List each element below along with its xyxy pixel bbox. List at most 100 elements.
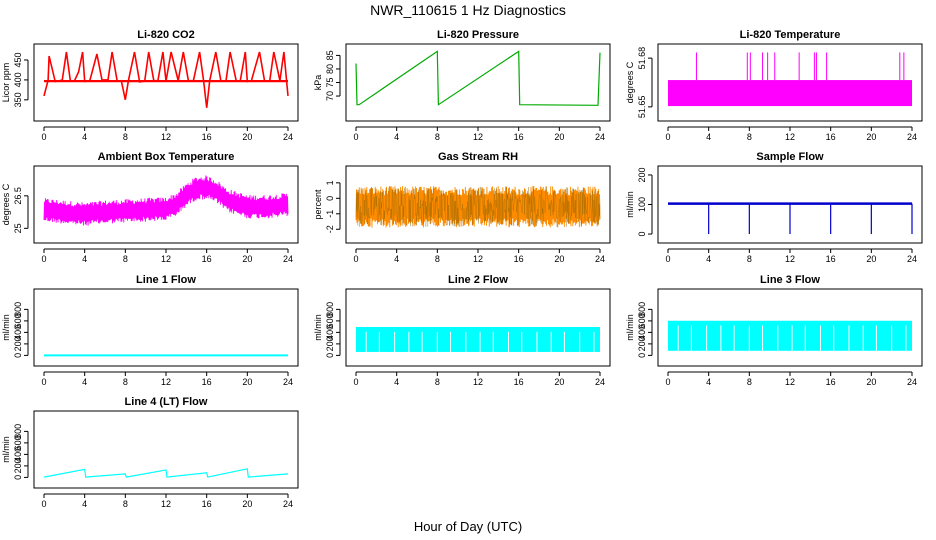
series-line	[43, 468, 289, 478]
panel-ylabel: ml/min	[625, 191, 635, 218]
y-tick-label: 400	[13, 72, 23, 87]
panel-title: Li-820 CO2	[137, 29, 194, 41]
panel-2: Li-820 Temperature degrees C 0 4 8 12 16 20 24 51…	[625, 29, 923, 142]
x-tick-label: 0	[353, 132, 358, 142]
y-tick-label: 400	[13, 447, 23, 462]
panel-8: Line 3 Flow ml/min 0 4 8 12 16 20 24 0 20040060080…	[625, 274, 923, 387]
x-tick-label: 0	[665, 254, 670, 264]
x-tick-label: 0	[41, 377, 46, 387]
y-tick-label: 400	[13, 325, 23, 340]
panel-5: Sample Flow ml/min 0 4 8 12 16 20 24 0 100 200	[625, 151, 923, 264]
series-line	[355, 50, 601, 106]
y-tick-label: 600	[13, 435, 23, 450]
series-band	[668, 321, 912, 351]
y-tick-label: 85	[325, 50, 335, 60]
plot-frame	[33, 43, 299, 122]
x-tick-label: 8	[435, 377, 440, 387]
y-tick-label: 200	[13, 458, 23, 473]
x-tick-label: 12	[161, 499, 171, 509]
x-tick-label: 8	[747, 132, 752, 142]
y-tick-label: 26.5	[13, 187, 23, 205]
panel-ylabel: ml/min	[625, 314, 635, 341]
panel-ylabel: degrees C	[625, 61, 635, 103]
y-tick-label: 350	[13, 92, 23, 107]
plot-frame	[657, 288, 923, 367]
plot-frame	[33, 165, 299, 244]
x-tick-label: 24	[283, 254, 293, 264]
y-tick-label: 25	[13, 223, 23, 233]
y-tick-label: 1	[325, 180, 335, 185]
y-tick-label: 450	[13, 52, 23, 67]
y-tick-label: 0	[637, 353, 647, 358]
x-tick-label: 12	[473, 132, 483, 142]
panel-title: Line 3 Flow	[760, 274, 820, 286]
panel-0: Li-820 CO2 Licor ppm 0 4 8 12 16 20 24 350 400 450	[1, 29, 299, 142]
x-tick-label: 16	[826, 132, 836, 142]
x-tick-label: 24	[595, 254, 605, 264]
x-tick-label: 12	[161, 254, 171, 264]
y-tick-label: 800	[325, 302, 335, 317]
y-tick-label: 0	[13, 353, 23, 358]
x-tick-label: 0	[353, 377, 358, 387]
x-tick-label: 24	[907, 377, 917, 387]
series-band	[356, 327, 600, 352]
x-tick-label: 0	[41, 132, 46, 142]
x-tick-label: 16	[826, 377, 836, 387]
x-tick-label: 20	[866, 132, 876, 142]
x-tick-label: 8	[123, 377, 128, 387]
series-line-overlay	[355, 186, 601, 228]
x-tick-label: 20	[554, 254, 564, 264]
x-tick-label: 0	[41, 254, 46, 264]
x-tick-label: 0	[665, 377, 670, 387]
y-tick-label: 51.68	[637, 47, 647, 70]
x-tick-label: 20	[866, 377, 876, 387]
panel-6: Line 1 Flow ml/min 0 4 8 12 16 20 24 0 20040060080…	[1, 274, 299, 387]
y-tick-label: 600	[325, 313, 335, 328]
x-tick-label: 20	[242, 254, 252, 264]
x-tick-label: 24	[907, 254, 917, 264]
y-tick-label: 600	[637, 313, 647, 328]
x-tick-label: 12	[473, 377, 483, 387]
plot-frame	[33, 288, 299, 367]
x-tick-label: 24	[283, 499, 293, 509]
y-tick-label: 800	[13, 424, 23, 439]
x-tick-label: 8	[747, 377, 752, 387]
plot-frame	[657, 43, 923, 122]
x-tick-label: 16	[826, 254, 836, 264]
x-tick-label: 4	[82, 132, 87, 142]
plot-frame	[345, 165, 611, 244]
x-tick-label: 0	[665, 132, 670, 142]
x-tick-label: 4	[706, 254, 711, 264]
x-tick-label: 16	[514, 254, 524, 264]
panel-title: Gas Stream RH	[438, 151, 518, 163]
y-tick-label: 400	[637, 325, 647, 340]
x-tick-label: 20	[242, 132, 252, 142]
x-tick-label: 8	[435, 132, 440, 142]
x-tick-label: 0	[41, 499, 46, 509]
y-tick-label: 80	[325, 64, 335, 74]
x-tick-label: 20	[866, 254, 876, 264]
x-tick-label: 16	[202, 499, 212, 509]
x-tick-label: 8	[747, 254, 752, 264]
panel-title: Li-820 Temperature	[740, 29, 841, 41]
x-tick-label: 20	[554, 132, 564, 142]
series-band	[668, 80, 912, 107]
x-tick-label: 12	[161, 132, 171, 142]
y-tick-label: 400	[325, 325, 335, 340]
panel-ylabel: Licor ppm	[1, 63, 11, 103]
x-tick-label: 16	[202, 377, 212, 387]
x-tick-label: 4	[394, 132, 399, 142]
x-tick-label: 24	[595, 132, 605, 142]
x-tick-label: 24	[907, 132, 917, 142]
x-tick-label: 20	[554, 377, 564, 387]
y-tick-label: -2	[325, 225, 335, 233]
panel-9: Line 4 (LT) Flow ml/min 0 4 8 12 16 20 24 0 200400…	[1, 396, 299, 509]
panel-title: Sample Flow	[756, 151, 824, 163]
x-tick-label: 4	[394, 377, 399, 387]
panel-ylabel: percent	[313, 189, 323, 220]
y-tick-label: 70	[325, 91, 335, 101]
y-tick-label: 100	[637, 197, 647, 212]
plot-frame	[33, 410, 299, 489]
